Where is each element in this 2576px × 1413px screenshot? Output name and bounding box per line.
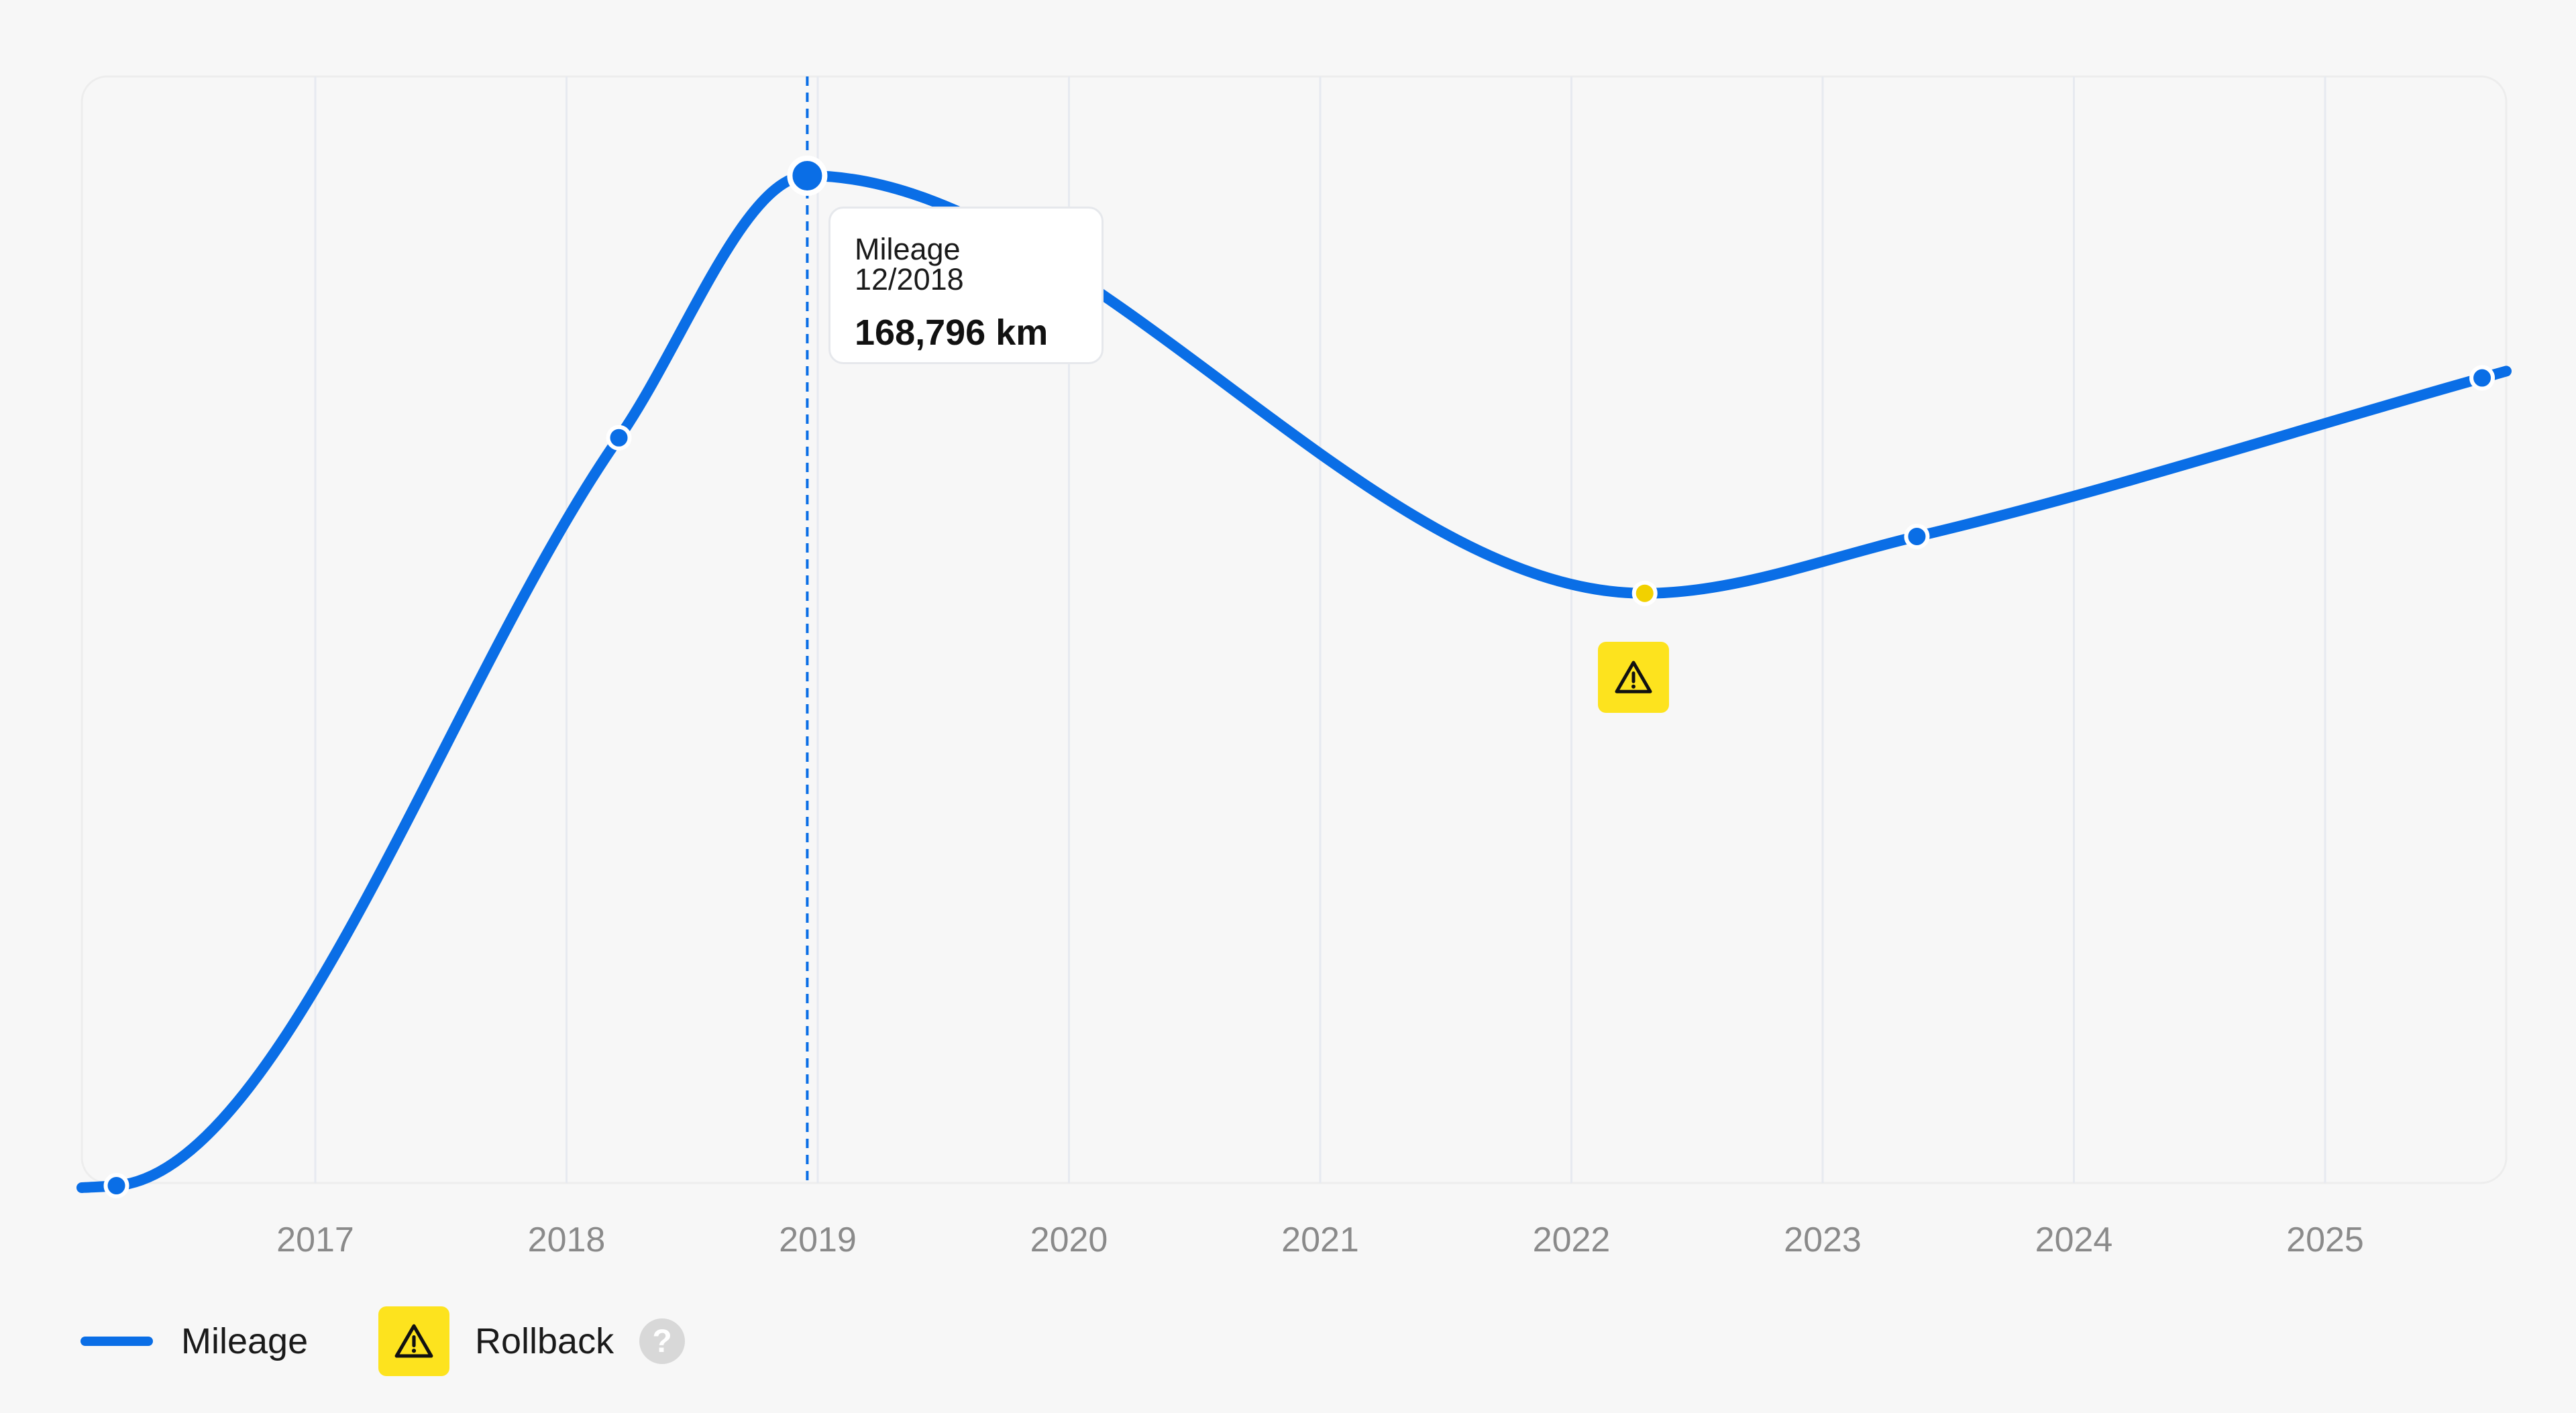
legend-item-mileage[interactable]: Mileage — [80, 1306, 308, 1376]
x-tick-label: 2019 — [779, 1221, 857, 1259]
warning-triangle-icon — [394, 1324, 433, 1358]
x-tick-label: 2023 — [1784, 1221, 1862, 1259]
data-points[interactable] — [103, 156, 2496, 1198]
x-tick-label: 2022 — [1533, 1221, 1611, 1259]
x-tick-label: 2017 — [276, 1221, 354, 1259]
legend-label-mileage: Mileage — [181, 1321, 309, 1361]
data-point[interactable] — [103, 1173, 129, 1198]
rollback-point[interactable] — [1631, 580, 1658, 606]
data-point[interactable] — [2469, 365, 2496, 391]
x-tick-label: 2025 — [2286, 1221, 2364, 1259]
x-tick-label: 2021 — [1281, 1221, 1359, 1259]
data-point[interactable] — [606, 425, 632, 451]
tooltip-value: 168,796 km — [855, 313, 1049, 353]
tooltip: Mileage 12/2018 168,796 km — [828, 207, 1104, 364]
tooltip-label: Mileage 12/2018 — [855, 232, 964, 296]
rollback-marker[interactable] — [1598, 642, 1669, 713]
x-tick-label: 2018 — [528, 1221, 606, 1259]
warning-triangle-icon — [1615, 661, 1652, 693]
rollback-swatch — [378, 1306, 449, 1376]
question-circle-icon[interactable]: ? — [639, 1318, 686, 1364]
legend-item-rollback[interactable]: Rollback ? — [378, 1306, 686, 1376]
x-tick-label: 2020 — [1030, 1221, 1108, 1259]
x-tick-label: 2024 — [2035, 1221, 2113, 1259]
x-axis-ticks: 2017 2018 2019 2020 2021 2022 2023 2024 2025 — [276, 1221, 2364, 1259]
data-point[interactable] — [1904, 523, 1930, 549]
plot-area — [80, 75, 2508, 1184]
mileage-swatch — [80, 1337, 153, 1346]
highlighted-point[interactable] — [787, 156, 828, 196]
legend-label-rollback: Rollback — [475, 1321, 614, 1361]
